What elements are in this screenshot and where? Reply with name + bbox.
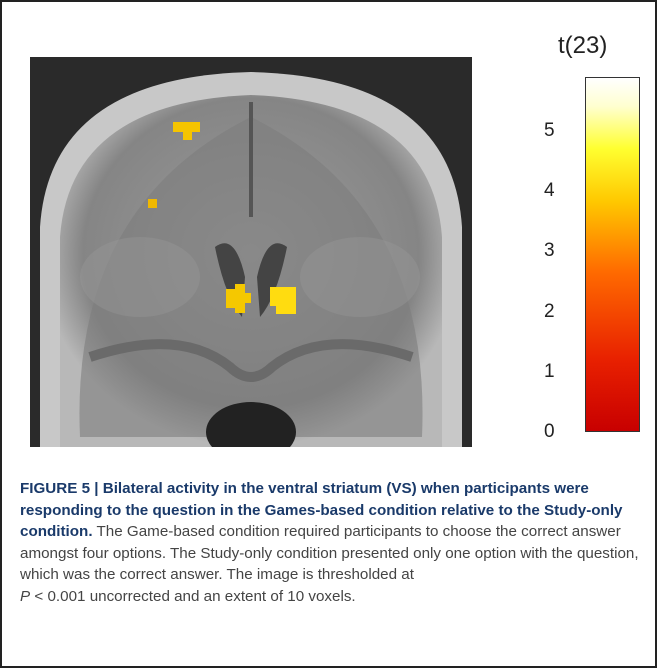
caption: FIGURE 5 | Bilateral activity in the ven… [20, 478, 640, 607]
colorbar-tick-label: 5 [544, 120, 555, 142]
colorbar-tick-label: 4 [544, 180, 555, 202]
colorbar-tick-label: 0 [544, 421, 555, 443]
colorbar-tick-label: 1 [544, 361, 555, 383]
colorbar [585, 77, 640, 432]
p-symbol: P [20, 588, 30, 605]
caption-body: The Game-based condition required partic… [20, 523, 639, 583]
caption-tail: < 0.001 uncorrected and an extent of 10 … [34, 588, 355, 605]
brain-image [30, 57, 472, 447]
colorbar-tick-label: 2 [544, 301, 555, 323]
figure: t(23) FIGURE 5 | Bilateral activity in t… [0, 0, 657, 668]
colorbar-tick-label: 3 [544, 240, 555, 262]
colorbar-label: t(23) [558, 32, 607, 60]
